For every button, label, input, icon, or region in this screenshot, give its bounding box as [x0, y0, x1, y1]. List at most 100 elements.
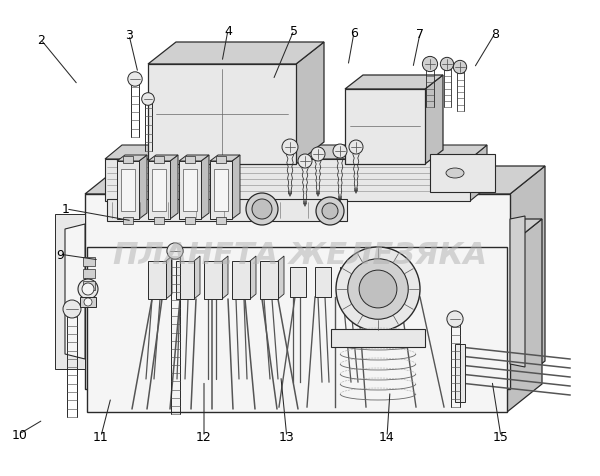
Bar: [123, 218, 133, 225]
Polygon shape: [510, 217, 525, 367]
Polygon shape: [278, 257, 284, 299]
Bar: [152, 169, 166, 211]
Bar: [148, 65, 296, 165]
Polygon shape: [507, 219, 542, 412]
Bar: [83, 269, 95, 278]
Polygon shape: [250, 257, 256, 299]
Bar: [87, 248, 507, 412]
Polygon shape: [345, 76, 443, 90]
Circle shape: [447, 311, 463, 327]
Circle shape: [322, 204, 338, 219]
Ellipse shape: [446, 169, 464, 178]
Text: 9: 9: [56, 248, 64, 261]
Circle shape: [246, 194, 278, 226]
Circle shape: [316, 198, 344, 226]
Bar: [83, 281, 95, 290]
Circle shape: [298, 155, 312, 169]
Bar: [148, 162, 170, 219]
Polygon shape: [170, 156, 178, 219]
Polygon shape: [425, 76, 443, 165]
Bar: [290, 268, 306, 298]
Bar: [83, 258, 95, 267]
Circle shape: [348, 259, 408, 319]
Bar: [185, 218, 195, 225]
Circle shape: [440, 58, 454, 71]
Text: 15: 15: [493, 430, 509, 444]
Text: 4: 4: [224, 24, 232, 38]
Polygon shape: [85, 167, 545, 195]
Circle shape: [333, 145, 347, 159]
Text: ПЛАНЕТА ЖЕЛЕЗЯКА: ПЛАНЕТА ЖЕЛЕЗЯКА: [113, 240, 487, 269]
Polygon shape: [117, 156, 147, 162]
Polygon shape: [296, 43, 324, 165]
Polygon shape: [222, 257, 228, 299]
Bar: [105, 159, 470, 201]
Bar: [121, 169, 135, 211]
Bar: [154, 157, 164, 164]
Bar: [210, 162, 232, 219]
Polygon shape: [470, 146, 487, 201]
Polygon shape: [166, 257, 172, 299]
Text: 10: 10: [11, 427, 27, 441]
Bar: [331, 329, 425, 347]
Bar: [154, 218, 164, 225]
Bar: [204, 261, 222, 299]
Polygon shape: [201, 156, 209, 219]
Circle shape: [454, 61, 467, 74]
Polygon shape: [87, 219, 542, 248]
Polygon shape: [210, 156, 240, 162]
Bar: [80, 298, 96, 307]
Bar: [85, 195, 510, 389]
Polygon shape: [148, 43, 324, 65]
Bar: [148, 261, 166, 299]
Bar: [232, 261, 250, 299]
Bar: [179, 162, 201, 219]
Bar: [216, 218, 226, 225]
Circle shape: [349, 141, 363, 155]
Circle shape: [336, 248, 420, 331]
Circle shape: [142, 93, 154, 106]
Bar: [430, 155, 495, 193]
Text: 1: 1: [62, 203, 70, 216]
Polygon shape: [148, 156, 178, 162]
Bar: [216, 157, 226, 164]
Circle shape: [82, 283, 94, 296]
Polygon shape: [105, 146, 487, 159]
Text: 5: 5: [290, 24, 298, 38]
Bar: [176, 261, 194, 299]
Circle shape: [78, 279, 98, 299]
Bar: [315, 268, 331, 298]
Circle shape: [128, 73, 142, 87]
Text: 3: 3: [125, 29, 133, 42]
Polygon shape: [139, 156, 147, 219]
Circle shape: [282, 140, 298, 156]
Polygon shape: [55, 215, 85, 369]
Text: 8: 8: [491, 28, 499, 41]
Bar: [123, 157, 133, 164]
Text: 11: 11: [93, 430, 109, 444]
Bar: [107, 199, 347, 221]
Text: 14: 14: [379, 430, 395, 444]
Polygon shape: [179, 156, 209, 162]
Polygon shape: [65, 225, 85, 359]
Circle shape: [422, 57, 437, 72]
Circle shape: [167, 243, 183, 259]
Bar: [117, 162, 139, 219]
Polygon shape: [194, 257, 200, 299]
Bar: [340, 268, 356, 298]
Bar: [183, 169, 197, 211]
Circle shape: [311, 148, 325, 162]
Circle shape: [359, 270, 397, 308]
Circle shape: [63, 300, 81, 318]
Text: 6: 6: [350, 27, 358, 40]
Polygon shape: [232, 156, 240, 219]
Text: 7: 7: [416, 28, 424, 41]
Bar: [260, 261, 278, 299]
Text: 12: 12: [196, 430, 212, 444]
Circle shape: [84, 298, 92, 307]
Polygon shape: [510, 167, 545, 389]
Bar: [214, 169, 228, 211]
Circle shape: [252, 199, 272, 219]
Bar: [345, 90, 425, 165]
Bar: [455, 344, 465, 402]
